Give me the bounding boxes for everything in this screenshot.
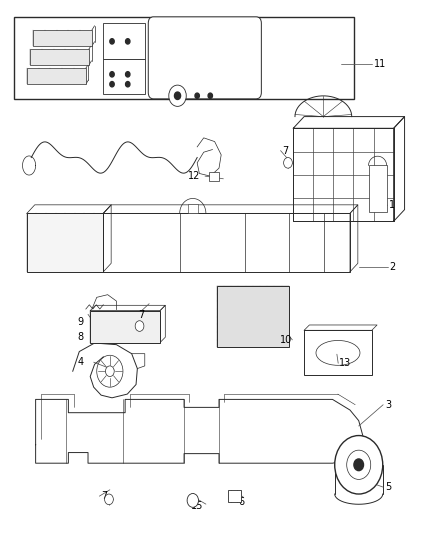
Circle shape (135, 321, 144, 332)
Text: 6: 6 (239, 497, 245, 507)
Bar (14, 17, 354, 99)
Text: 5: 5 (385, 482, 391, 492)
Circle shape (126, 71, 130, 77)
Bar (293, 128, 394, 221)
Bar (27, 68, 86, 84)
Text: 2: 2 (389, 262, 396, 271)
Bar (27, 213, 103, 272)
Circle shape (187, 494, 198, 507)
Text: 7: 7 (101, 491, 107, 501)
Circle shape (174, 92, 180, 100)
Circle shape (106, 366, 114, 376)
Bar (30, 49, 89, 65)
Circle shape (284, 158, 292, 168)
Circle shape (110, 71, 114, 77)
Bar (103, 213, 350, 272)
Text: 9: 9 (77, 317, 83, 327)
Bar (103, 60, 145, 94)
Circle shape (110, 39, 114, 44)
Text: 7: 7 (283, 146, 289, 156)
Text: 13: 13 (339, 358, 351, 368)
Text: 15: 15 (191, 500, 203, 511)
Text: 7: 7 (138, 310, 145, 320)
Text: 11: 11 (374, 60, 387, 69)
Circle shape (354, 459, 364, 471)
FancyBboxPatch shape (148, 17, 261, 99)
Bar (217, 286, 289, 348)
Bar (228, 490, 241, 502)
Text: 3: 3 (385, 400, 391, 410)
Circle shape (110, 82, 114, 87)
Bar (368, 165, 387, 212)
Text: 8: 8 (77, 332, 83, 342)
Text: 10: 10 (280, 335, 293, 345)
Circle shape (126, 82, 130, 87)
Circle shape (208, 93, 212, 99)
Bar (304, 330, 372, 375)
Circle shape (195, 93, 199, 99)
Text: 4: 4 (77, 357, 83, 367)
Bar (187, 204, 198, 213)
Circle shape (335, 435, 383, 494)
Text: 1: 1 (389, 200, 396, 211)
Circle shape (347, 450, 371, 479)
Circle shape (169, 85, 186, 107)
Bar (103, 23, 145, 60)
Bar (33, 30, 92, 46)
Circle shape (126, 39, 130, 44)
Bar (90, 311, 160, 343)
Bar (209, 172, 219, 181)
Circle shape (105, 494, 113, 505)
Text: 12: 12 (188, 171, 201, 181)
